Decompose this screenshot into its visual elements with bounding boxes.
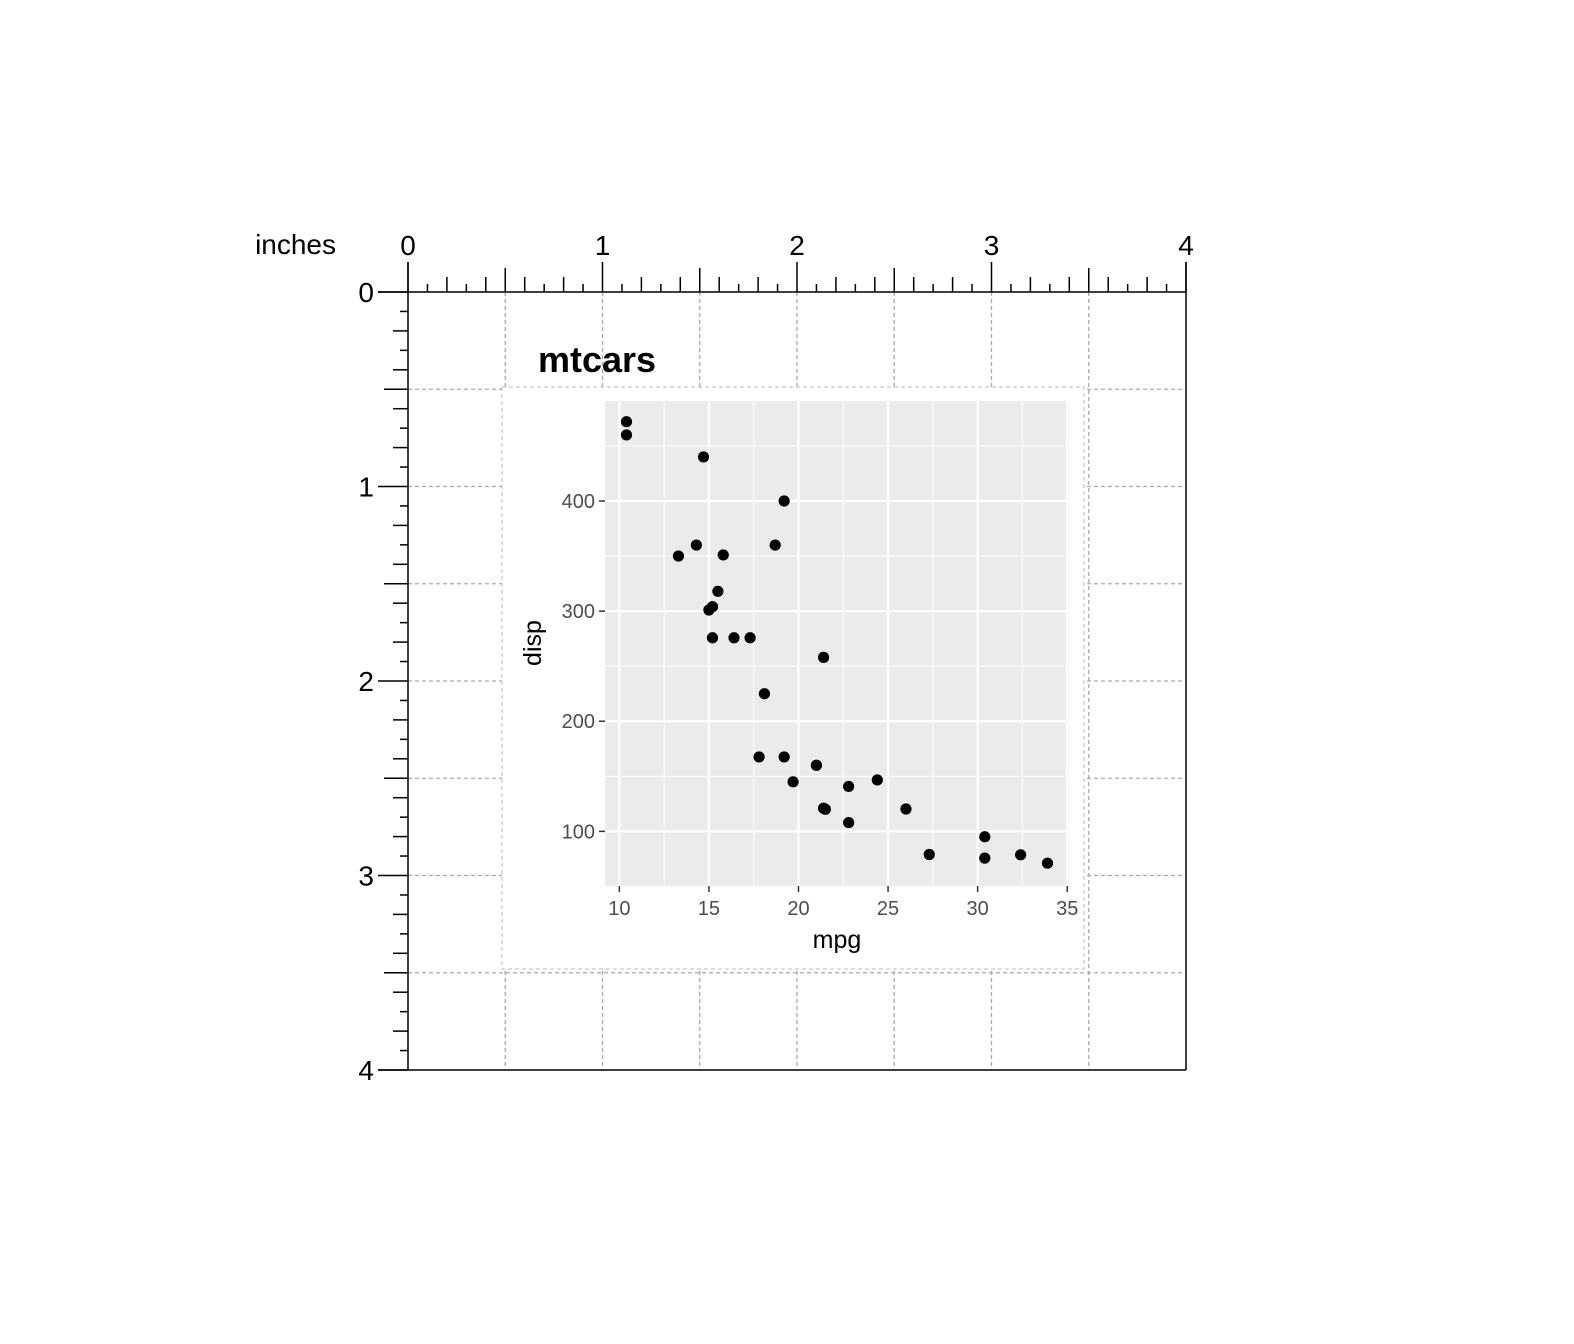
ruler-y-label: 2 [358,666,374,697]
data-point [810,759,822,771]
data-point [817,802,830,814]
x-axis-title: mpg [813,926,862,954]
ruler-x-label: 2 [789,230,805,261]
ruler-x-label: 4 [1178,230,1194,261]
x-tick-label: 10 [608,898,630,920]
data-point [620,416,633,428]
data-point [979,831,991,843]
data-point [706,632,719,644]
data-point [1015,849,1027,861]
y-tick-label: 400 [562,491,595,513]
ruler-y-label: 4 [358,1055,374,1086]
data-point [843,780,855,793]
data-point [620,429,633,441]
data-point [703,604,715,616]
data-point [778,495,790,507]
data-point [697,451,710,463]
x-tick-label: 15 [698,898,720,920]
data-point [717,549,729,561]
ruler-ticks [378,262,1187,1071]
data-point [778,751,790,763]
y-tick-label: 200 [562,711,595,733]
inch-ruler: inches 0 1 2 3 4 0 1 2 3 4 [255,229,1194,1086]
y-axis-title: disp [519,620,547,666]
y-tick-label: 100 [562,821,595,843]
ruler-x-labels: 0 1 2 3 4 [400,230,1194,261]
x-axis: 10 15 20 25 30 35 [608,886,1078,920]
ruler-x-label: 3 [984,230,1000,261]
ruler-x-label: 1 [595,230,611,261]
x-tick-label: 20 [787,898,809,920]
data-point [758,688,771,700]
chart-title: mtcars [538,339,656,380]
data-point [1041,857,1054,869]
data-point [900,803,912,815]
data-point [769,539,781,551]
data-point [690,539,702,551]
data-point [817,651,830,663]
x-tick-label: 25 [877,898,899,920]
x-tick-label: 35 [1056,898,1078,920]
data-point [712,585,724,597]
data-point [753,751,765,763]
ruler-x-label: 0 [400,230,416,261]
data-point [871,774,883,786]
data-point [787,776,799,788]
data-point [923,848,935,861]
data-point [672,550,685,562]
data-point [728,632,740,644]
y-tick-label: 300 [562,601,595,623]
plot-panel [605,401,1069,886]
y-axis: 100 200 300 400 [562,491,605,843]
ruler-y-labels: 0 1 2 3 4 [358,277,374,1086]
ruler-y-label: 1 [358,472,374,503]
data-point [979,852,991,864]
ruler-unit-label: inches [255,229,336,260]
data-point [843,816,855,829]
x-tick-label: 30 [967,898,989,920]
ruler-y-label: 0 [358,277,374,308]
ruler-y-label: 3 [358,861,374,892]
data-points [620,416,1054,869]
data-point [744,632,756,644]
panel-grid [605,401,1069,886]
